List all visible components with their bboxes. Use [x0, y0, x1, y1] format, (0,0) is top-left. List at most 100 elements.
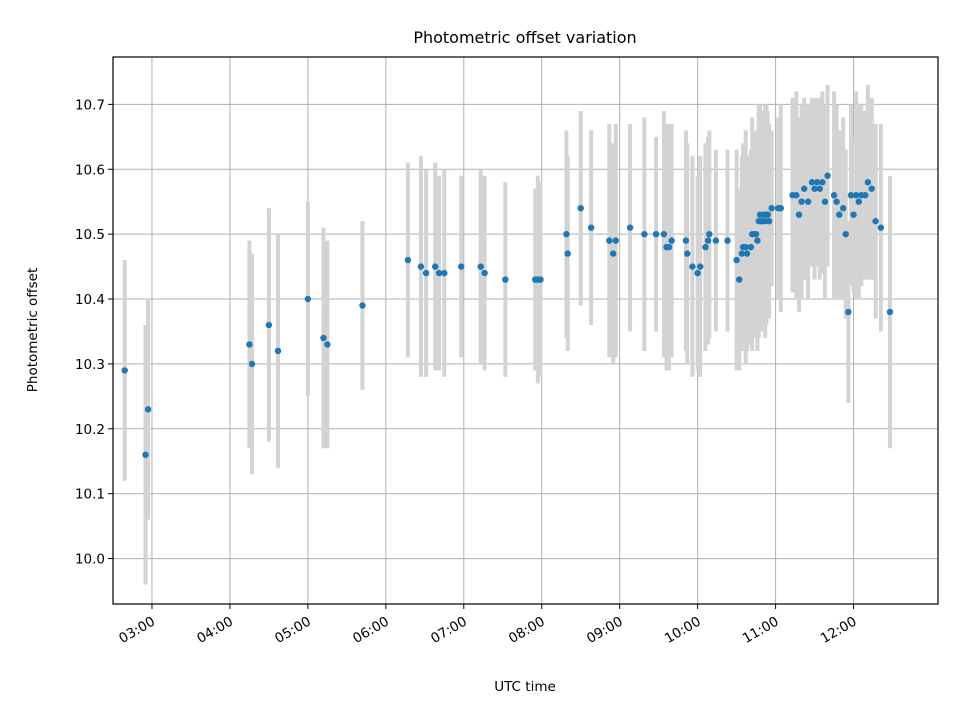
data-point [862, 192, 869, 199]
data-point [577, 204, 584, 212]
data-point [606, 237, 613, 244]
data-point [733, 256, 740, 264]
data-point [839, 204, 847, 212]
data-point [689, 263, 696, 270]
data-point [320, 334, 327, 342]
data-point [477, 263, 484, 270]
data-point [847, 192, 855, 199]
x-tick-label: 08:00 [506, 614, 548, 647]
data-point [842, 230, 849, 238]
data-point [417, 263, 425, 270]
data-point [404, 256, 412, 264]
data-point [813, 179, 821, 186]
data-point [821, 198, 829, 205]
data-point [564, 250, 571, 257]
data-point [850, 211, 857, 218]
plot-frame [112, 56, 939, 605]
data-point [265, 321, 273, 329]
data-point [359, 302, 366, 309]
data-point [665, 243, 673, 251]
data-point [682, 237, 690, 244]
data-point [697, 263, 704, 270]
data-point [684, 250, 691, 257]
data-point [816, 185, 823, 192]
data-point [752, 230, 760, 238]
data-point [804, 198, 812, 205]
data-point [563, 230, 570, 238]
data-point [612, 237, 619, 244]
y-tick-label: 10.7 [75, 97, 105, 113]
y-tick-label: 10.5 [75, 227, 105, 243]
data-point [830, 192, 838, 199]
data-point [754, 237, 761, 244]
data-point [587, 224, 595, 231]
data-point [660, 230, 668, 238]
grid [113, 57, 938, 604]
data-point [712, 237, 720, 244]
data-points [121, 172, 894, 458]
x-axis-label: UTC time [494, 679, 556, 695]
data-point [652, 230, 660, 238]
data-point [304, 295, 312, 303]
data-point [736, 276, 743, 283]
data-point [811, 185, 818, 192]
data-point [481, 269, 488, 277]
data-point [668, 237, 675, 244]
data-point [641, 230, 648, 238]
data-point [246, 341, 253, 348]
data-point [764, 211, 772, 218]
y-tick-label: 10.4 [75, 292, 105, 308]
data-point [855, 198, 862, 205]
data-point [886, 308, 894, 316]
data-point [144, 406, 152, 413]
data-point [836, 211, 843, 218]
data-point [142, 451, 149, 458]
data-point [441, 269, 448, 277]
x-tick-label: 09:00 [584, 614, 626, 647]
data-point [324, 341, 331, 348]
data-point [724, 237, 731, 244]
data-point [609, 250, 617, 257]
x-tick-label: 04:00 [194, 614, 236, 647]
data-point [502, 276, 509, 283]
data-point [432, 263, 439, 270]
data-point [872, 217, 879, 225]
data-point [537, 276, 544, 283]
data-point [422, 269, 430, 277]
data-point [706, 230, 713, 238]
x-tick-label: 07:00 [428, 614, 470, 647]
x-tick-label: 05:00 [272, 614, 314, 647]
data-point [808, 179, 816, 186]
data-point [833, 198, 840, 205]
y-tick-label: 10.0 [75, 552, 105, 568]
data-point [824, 172, 831, 179]
data-point [274, 347, 282, 355]
x-tick-label: 06:00 [350, 614, 392, 647]
data-point [742, 243, 749, 251]
data-point [626, 224, 634, 231]
y-tick-label: 10.1 [75, 487, 105, 503]
y-tick-label: 10.2 [75, 422, 105, 438]
data-point [798, 198, 805, 205]
chart-title: Photometric offset variation [413, 28, 636, 47]
data-point [877, 224, 885, 231]
data-point [694, 269, 701, 277]
data-point [800, 185, 808, 192]
x-tick-label: 10:00 [662, 614, 704, 647]
data-point [435, 269, 443, 277]
data-point [819, 179, 826, 186]
data-point [121, 367, 128, 374]
data-point [743, 250, 751, 257]
x-tick-label: 11:00 [740, 614, 782, 647]
y-tick-label: 10.3 [75, 357, 105, 373]
data-point [777, 204, 784, 212]
data-point [747, 243, 755, 251]
data-point [702, 243, 709, 251]
data-point [793, 192, 800, 199]
data-point [852, 192, 860, 199]
y-axis-label: Photometric offset [25, 268, 41, 392]
x-tick-label: 03:00 [116, 614, 158, 647]
y-axis-ticks: 10.0 10.1 10.2 10.3 10.4 10.5 10.6 10.7 [75, 97, 113, 568]
data-point [845, 308, 852, 316]
